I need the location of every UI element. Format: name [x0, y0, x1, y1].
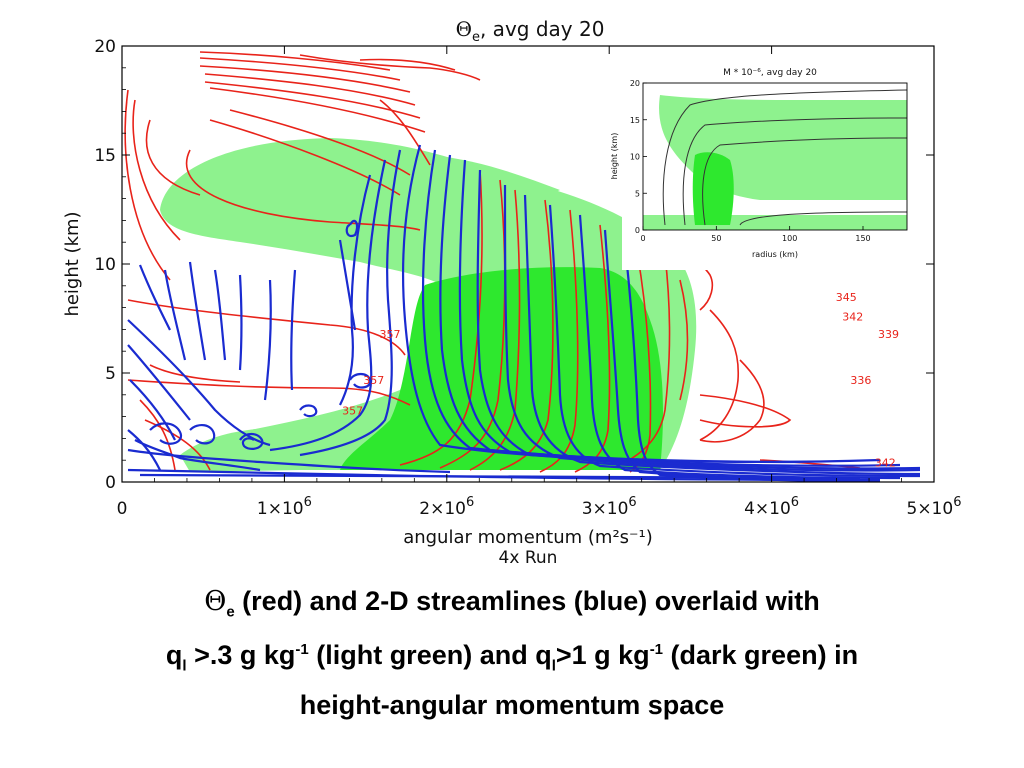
y-tick-label: 20 — [94, 37, 116, 57]
inset-title: M * 10⁻⁶, avg day 20 — [723, 68, 817, 78]
contour-label: 339 — [878, 328, 899, 341]
light-green-left — [180, 428, 300, 472]
x-tick-label: 4×106 — [744, 495, 799, 519]
caption-line-3: height-angular momentum space — [0, 686, 1024, 724]
inset-y-tick-label: 20 — [630, 79, 640, 88]
inset-y-tick-label: 5 — [635, 189, 640, 198]
caption-sup-2: -1 — [649, 641, 664, 659]
inset-x-axis-label: radius (km) — [752, 250, 798, 259]
caption-text-1: (red) and 2-D streamlines (blue) overlai… — [234, 586, 820, 616]
inset-contour-3 — [702, 137, 907, 226]
streamlines — [127, 144, 921, 482]
x-tick-label: 1×106 — [257, 495, 312, 519]
caption-threshold-2: >1 g kg — [555, 640, 650, 671]
contour-label: 345 — [836, 291, 857, 304]
contour-label: 357 — [342, 404, 363, 417]
caption-sup-1: -1 — [295, 641, 309, 659]
inset-y-axis-label: height (km) — [610, 133, 619, 180]
x-tick-label-exponent: 6 — [304, 495, 312, 510]
caption-line-1: Θe (red) and 2-D streamlines (blue) over… — [0, 582, 1024, 631]
inset-chart: M * 10⁻⁶, avg day 20 0 50 100 150 05101520 … — [610, 60, 922, 270]
y-axis-label: height (km) — [62, 211, 83, 316]
inset-contour-2 — [682, 117, 907, 226]
caption-sub-l-2: l — [551, 657, 556, 675]
caption-sub-e: e — [226, 603, 235, 621]
caption-dark-green-text: (dark green) in — [663, 640, 859, 671]
caption-theta-symbol: Θ — [204, 586, 227, 617]
inset-x-tick-label: 150 — [855, 234, 870, 243]
contour-label: 357 — [379, 328, 400, 341]
x-tick-label-exponent: 6 — [791, 495, 799, 510]
y-tick-label: 5 — [105, 364, 116, 384]
contour-label: 336 — [850, 374, 871, 387]
inset-y-tick-label: 0 — [635, 226, 640, 235]
x-tick-label: 2×106 — [419, 495, 474, 519]
inset-y-tick-label: 10 — [630, 153, 640, 162]
x-tick-label-base: 2×10 — [419, 499, 466, 519]
inset-x-tick-label: 50 — [711, 234, 721, 243]
main-figure: Θe, avg day 20 — [62, 17, 962, 568]
contour-label: 357 — [363, 374, 384, 387]
x-tick-label-base: 0 — [117, 499, 128, 519]
x-axis: 0 1×106 2×106 3×106 4×106 5×106 — [117, 46, 962, 519]
caption-threshold-1: >.3 g kg — [186, 640, 296, 671]
x-axis-label-line2: 4x Run — [499, 548, 558, 568]
caption-light-green-text: (light green) and q — [308, 640, 552, 671]
inset-x-tick-label: 100 — [782, 234, 797, 243]
inset-light-green-base — [643, 215, 907, 230]
x-tick-label-base: 3×10 — [582, 499, 629, 519]
caption-sub-l-1: l — [182, 657, 187, 675]
inset-y-axis: 0 5 10 15 20 — [630, 79, 647, 235]
x-tick-label: 3×106 — [582, 495, 637, 519]
x-tick-label-base: 5×10 — [907, 499, 954, 519]
inset-y-tick-label: 15 — [630, 116, 640, 125]
title-sub: e — [472, 30, 480, 45]
light-green-top-strip — [430, 155, 560, 193]
chart-title: Θe, avg day 20 — [456, 17, 605, 45]
caption-line-2: ql >.3 g kg-1 (light green) and ql>1 g k… — [0, 631, 1024, 685]
contour-label: 342 — [875, 457, 896, 470]
figure-caption: Θe (red) and 2-D streamlines (blue) over… — [0, 582, 1024, 724]
caption-q-1: q — [165, 640, 183, 671]
y-axis: 0 5 10 15 20 — [94, 37, 934, 493]
x-tick-label-base: 4×10 — [744, 499, 791, 519]
contour-label: 342 — [842, 311, 863, 324]
title-symbol: Θ — [456, 17, 472, 41]
x-tick-label: 0 — [117, 499, 128, 519]
inset-contour-4 — [739, 211, 907, 226]
inset-x-tick-label: 0 — [640, 234, 645, 243]
x-tick-label: 5×106 — [907, 495, 962, 519]
inset-contour-1 — [662, 89, 907, 226]
title-rest: , avg day 20 — [480, 17, 604, 41]
x-tick-label-base: 1×10 — [257, 499, 304, 519]
caption-text-3: height-angular momentum space — [299, 689, 725, 720]
x-tick-label-exponent: 6 — [466, 495, 474, 510]
main-plot-area: 357357357357354351348345342339336342 — [124, 51, 921, 482]
inset-dark-green — [692, 152, 734, 225]
x-tick-label-exponent: 6 — [628, 495, 636, 510]
x-tick-label-exponent: 6 — [953, 495, 961, 510]
y-tick-label: 15 — [94, 146, 116, 166]
inset-x-axis: 0 50 100 150 — [640, 226, 871, 243]
x-axis-label: angular momentum (m²s⁻¹) — [403, 527, 653, 548]
y-tick-label: 0 — [105, 473, 116, 493]
y-tick-label: 10 — [94, 255, 116, 275]
